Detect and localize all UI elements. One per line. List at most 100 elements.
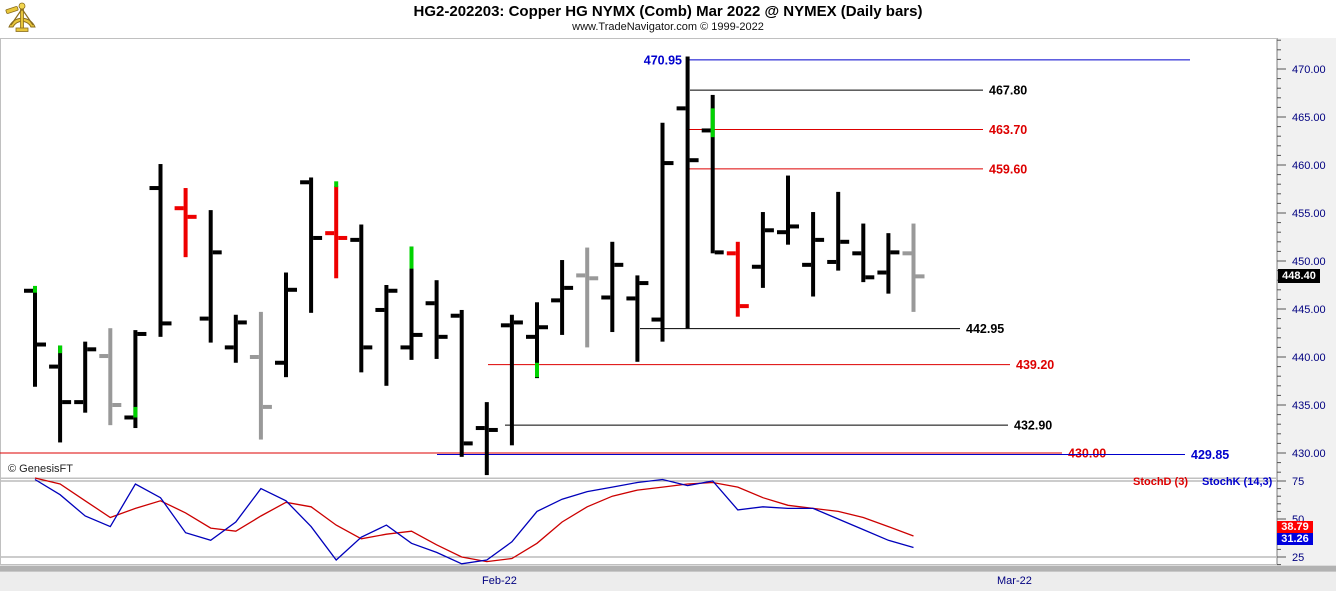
ohlc-bars [24, 56, 925, 476]
open-tick [726, 251, 736, 256]
ohlc-bar [902, 223, 925, 312]
open-tick [902, 251, 912, 256]
ohlc-bar [400, 246, 423, 360]
open-tick [450, 313, 460, 318]
close-tick [614, 262, 624, 267]
level-label-439.20: 439.20 [1016, 358, 1054, 372]
close-tick [212, 250, 222, 255]
price-tick-label: 450.00 [1292, 256, 1326, 268]
green-marker [334, 181, 339, 188]
ohlc-bar [275, 272, 297, 378]
close-tick [589, 276, 599, 281]
price-axis-strip[interactable] [1277, 38, 1336, 571]
open-tick [626, 296, 636, 301]
ohlc-bar [651, 122, 674, 342]
ohlc-bar [249, 311, 272, 440]
open-tick [325, 231, 335, 236]
green-marker [58, 345, 63, 354]
close-tick [664, 161, 674, 166]
ohlc-bar [199, 210, 222, 343]
ohlc-bar [450, 309, 473, 457]
ohlc-bar [777, 175, 799, 245]
stochk-legend-label[interactable]: StochK (14,3) [1202, 476, 1273, 488]
close-tick [840, 239, 850, 244]
close-tick [87, 347, 97, 352]
close-tick [62, 400, 72, 405]
price-level-lines: 470.95 467.80 463.70 459.60 442.95 439.20 432.… [0, 53, 1229, 462]
ohlc-bar [551, 260, 574, 335]
ohlc-bar [325, 181, 348, 279]
ohlc-bar [802, 212, 825, 297]
price-tick-label: 445.00 [1292, 304, 1326, 316]
price-tick-label: 470.00 [1292, 64, 1326, 76]
open-tick [676, 106, 686, 111]
stoch-gridlines [1, 480, 1276, 558]
chart-title: HG2-202203: Copper HG NYMX (Comb) Mar 20… [413, 3, 923, 20]
close-tick [262, 404, 272, 409]
stochd-legend-label[interactable]: StochD (3) [1133, 476, 1188, 488]
ohlc-bar [149, 164, 172, 337]
chart-subtitle: www.TradeNavigator.com © 1999-2022 [572, 21, 764, 33]
open-tick [601, 295, 611, 300]
ohlc-bar [601, 241, 624, 333]
price-pane[interactable]: 470.95 467.80 463.70 459.60 442.95 439.20 432.… [0, 38, 1277, 479]
open-tick [526, 334, 535, 339]
close-tick [714, 250, 724, 255]
stochd-value-badge: 38.79 [1277, 521, 1313, 533]
date-axis-label-mar: Mar-22 [997, 575, 1032, 587]
open-tick [300, 180, 310, 185]
stochk-value-badge: 31.26 [1277, 533, 1313, 545]
ohlc-bar [24, 285, 46, 387]
open-tick [124, 415, 134, 420]
last-price-badge: 448.40 [1278, 269, 1320, 283]
open-tick [802, 262, 812, 267]
open-tick [149, 186, 159, 191]
open-tick [24, 288, 33, 293]
ohlc-bar [676, 56, 699, 329]
price-tick-label: 465.00 [1292, 112, 1326, 124]
ohlc-bar [726, 241, 749, 317]
level-label-467.80: 467.80 [989, 84, 1027, 98]
open-tick [425, 301, 435, 306]
close-tick [288, 287, 297, 292]
trade-navigator-sextant-logo [5, 2, 36, 32]
close-tick [137, 331, 147, 336]
open-tick [174, 206, 184, 211]
open-tick [701, 128, 711, 133]
close-tick [313, 235, 323, 240]
open-tick [74, 400, 84, 405]
open-tick [500, 323, 510, 328]
ohlc-bar [626, 275, 649, 362]
ohlc-bar [49, 345, 72, 443]
price-tick-label: 455.00 [1292, 208, 1326, 220]
close-tick [388, 288, 398, 293]
ohlc-bar [124, 330, 147, 429]
stoch-tick-label: 75 [1292, 476, 1304, 488]
open-tick [249, 355, 259, 359]
level-label-459.60: 459.60 [989, 162, 1027, 176]
open-tick [375, 307, 385, 312]
stoch-tick-label: 25 [1292, 552, 1304, 564]
close-tick [438, 334, 448, 339]
genesis-brand-label: © GenesisFT [8, 463, 73, 475]
price-tick-label: 460.00 [1292, 160, 1326, 172]
stoch-pane-border [0, 478, 1277, 565]
close-tick [865, 275, 875, 280]
close-tick [237, 320, 247, 325]
date-axis-strip[interactable] [0, 571, 1336, 591]
open-tick [827, 259, 837, 264]
open-tick [275, 360, 284, 365]
open-tick [651, 317, 661, 322]
ohlc-bar [300, 177, 323, 313]
price-tick-label: 440.00 [1292, 352, 1326, 364]
stochastic-pane[interactable] [0, 477, 1277, 565]
close-tick [689, 158, 699, 163]
open-tick [751, 264, 761, 269]
open-tick [224, 345, 234, 350]
open-tick [576, 273, 586, 278]
ohlc-bar [475, 402, 498, 476]
level-label-470.95: 470.95 [644, 53, 682, 67]
close-tick [539, 325, 548, 330]
